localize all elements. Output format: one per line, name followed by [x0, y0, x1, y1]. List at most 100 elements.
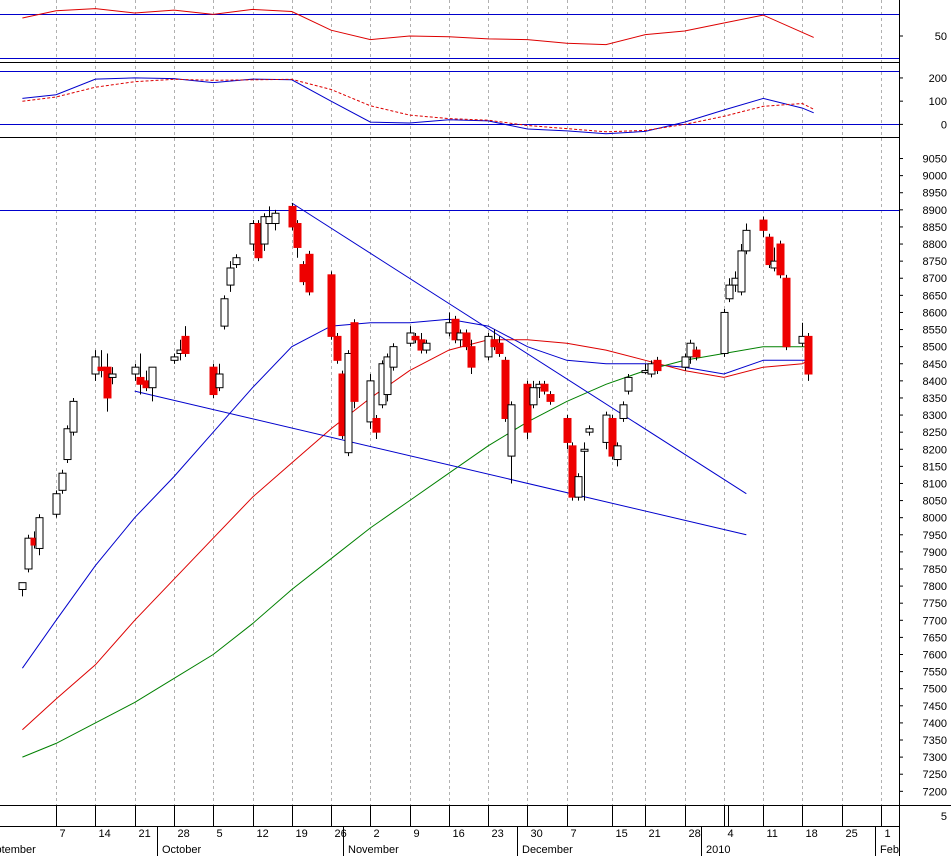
x-axis: 7 14 21 28 5 12 19 26 2 9 16 23 30 7 15 21 28 4 11 18 25 1 Sep… — [0, 805, 899, 856]
x-day-label-2: 21 — [139, 828, 151, 840]
candle-3 — [35, 514, 44, 556]
candle-58 — [529, 380, 538, 409]
moving-average-line-2 — [22, 346, 809, 758]
candle-62 — [563, 415, 572, 450]
candle-82 — [742, 223, 751, 255]
price-tick-label-3: 8900 — [923, 205, 947, 217]
candle-body-36 — [344, 352, 353, 454]
candle-body-58 — [529, 387, 538, 406]
candle-83 — [759, 216, 768, 238]
candle-body-78 — [720, 311, 729, 354]
candle-87 — [782, 274, 791, 351]
price-tick-label-2: 8950 — [923, 188, 947, 200]
price-tick-label-23: 7900 — [923, 547, 947, 559]
x-day-label-20: 25 — [846, 828, 858, 840]
price-tick-label-25: 7800 — [923, 581, 947, 593]
candle-body-70 — [619, 404, 628, 419]
candle-74 — [653, 356, 662, 375]
oscillator-panel — [0, 8, 899, 59]
candle-23 — [232, 254, 241, 268]
mom-series-line-0 — [22, 77, 814, 135]
candle-body-75 — [681, 356, 690, 368]
price-tick-label-30: 7550 — [923, 667, 947, 679]
candle-21 — [220, 295, 229, 330]
x-day-label-15: 21 — [649, 828, 661, 840]
candle-15 — [148, 366, 157, 402]
candle-body-4 — [52, 493, 61, 515]
x-day-label-16: 28 — [689, 828, 701, 840]
candle-29 — [288, 202, 297, 231]
x-day-label-1: 14 — [99, 828, 111, 840]
candle-body-83 — [759, 219, 768, 231]
moving-average-line-0 — [21, 318, 809, 669]
candle-body-48 — [451, 318, 460, 341]
price-tick-label-20: 8050 — [923, 496, 947, 508]
candle-body-32 — [305, 253, 314, 293]
candle-body-57 — [523, 383, 532, 433]
x-day-label-19: 18 — [806, 828, 818, 840]
candle-18 — [181, 326, 190, 357]
price-tick-label-29: 7600 — [923, 649, 947, 661]
candle-55 — [501, 356, 510, 422]
candle-38 — [366, 374, 375, 429]
candle-body-0 — [18, 582, 27, 591]
candle-body-8 — [91, 356, 100, 375]
candle-64 — [574, 473, 583, 501]
price-tick-label-0: 9050 — [923, 154, 947, 166]
price-tick-label-22: 7950 — [923, 530, 947, 542]
price-tick-label-12: 8450 — [923, 359, 947, 371]
x-day-label-0: 7 — [60, 828, 66, 840]
candle-8 — [91, 350, 100, 381]
candle-75 — [681, 353, 690, 371]
candle-body-44 — [411, 335, 420, 341]
moving-average-line-1 — [22, 339, 809, 731]
candle-79 — [725, 278, 734, 303]
candle-5 — [58, 469, 67, 494]
candle-body-50 — [462, 332, 471, 348]
price-tick-label-37: 7200 — [923, 786, 947, 798]
candle-body-66 — [585, 428, 594, 433]
candle-68 — [608, 415, 617, 460]
candle-84 — [765, 233, 774, 268]
candle-body-11 — [108, 373, 117, 378]
price-tick-label-32: 7450 — [923, 701, 947, 713]
price-tick-label-15: 8300 — [923, 410, 947, 422]
x-day-label-7: 26 — [335, 828, 347, 840]
x-day-label-18: 11 — [767, 828, 778, 840]
mom-tick-label-1: 100 — [929, 96, 947, 108]
osc-tick-label-0: 50 — [935, 31, 947, 43]
candle-22 — [226, 261, 235, 292]
candle-body-37 — [350, 322, 359, 402]
candle-body-81 — [737, 250, 746, 293]
candle-body-20 — [215, 373, 224, 389]
candle-body-38 — [366, 380, 375, 423]
candle-body-41 — [383, 356, 392, 396]
mom-tick-label-0: 200 — [929, 73, 947, 85]
candle-body-77 — [692, 349, 701, 358]
momentum-panel — [0, 71, 899, 135]
candle-body-28 — [271, 212, 280, 225]
price-tick-label-17: 8200 — [923, 444, 947, 456]
price-tick-label-11: 8500 — [923, 342, 947, 354]
candle-70 — [619, 401, 628, 422]
price-tick-label-9: 8600 — [923, 307, 947, 319]
candle-body-60 — [540, 383, 549, 392]
candle-body-79 — [725, 284, 734, 300]
candle-86 — [776, 240, 785, 279]
candle-65 — [580, 442, 589, 501]
price-tick-label-14: 8350 — [923, 393, 947, 405]
price-tick-label-33: 7400 — [923, 718, 947, 730]
x-day-label-11: 23 — [492, 828, 504, 840]
candle-body-33 — [327, 274, 336, 337]
candle-body-86 — [776, 243, 785, 276]
candle-body-74 — [653, 359, 662, 372]
mom-series-line-1 — [22, 78, 814, 133]
candle-41 — [383, 353, 392, 402]
candle-body-18 — [181, 335, 190, 354]
candle-body-82 — [742, 229, 751, 252]
candle-body-3 — [35, 517, 44, 549]
price-tick-label-28: 7650 — [923, 632, 947, 644]
candle-30 — [293, 220, 302, 258]
price-tick-label-18: 8150 — [923, 461, 947, 473]
